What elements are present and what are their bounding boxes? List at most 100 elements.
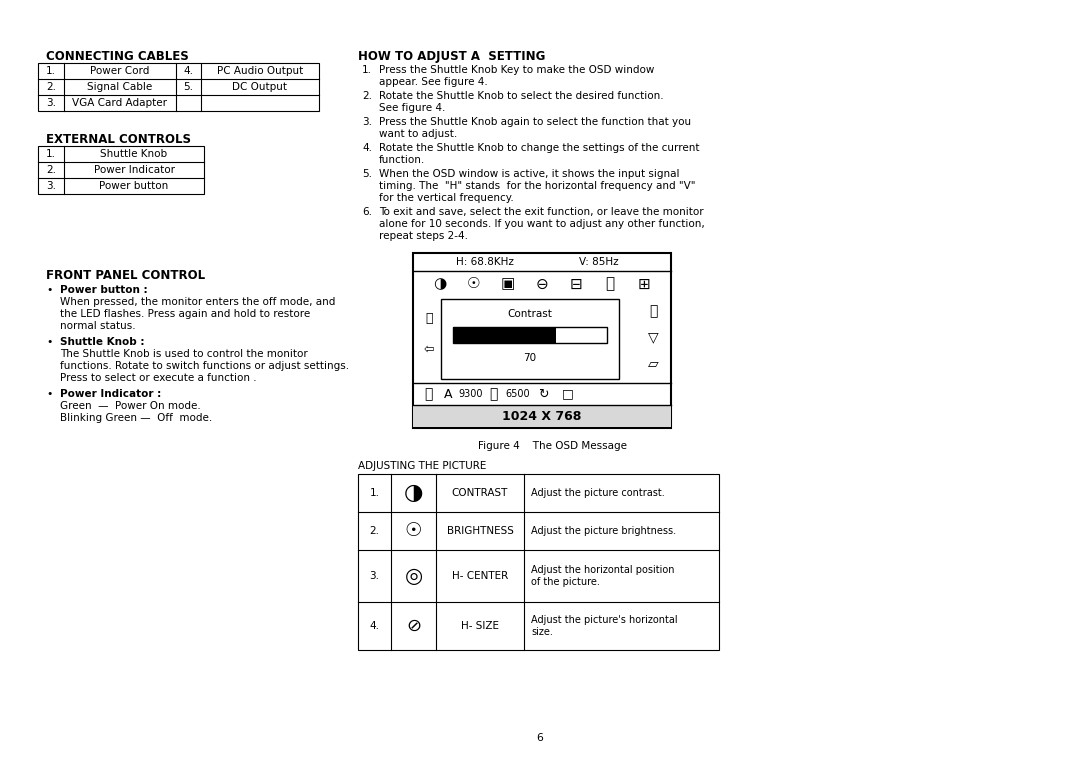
Text: 1024 X 768: 1024 X 768 xyxy=(502,410,582,423)
Text: H- CENTER: H- CENTER xyxy=(451,571,508,581)
Text: size.: size. xyxy=(531,627,553,637)
Text: •: • xyxy=(46,389,52,399)
Text: Press to select or execute a function .: Press to select or execute a function . xyxy=(60,373,257,383)
Text: To exit and save, select the exit function, or leave the monitor: To exit and save, select the exit functi… xyxy=(379,207,704,217)
Text: normal status.: normal status. xyxy=(60,321,136,331)
Text: •: • xyxy=(46,285,52,295)
Text: Rotate the Shuttle Knob to select the desired function.: Rotate the Shuttle Knob to select the de… xyxy=(379,91,663,101)
Text: ⧖: ⧖ xyxy=(649,304,658,318)
Text: 1.: 1. xyxy=(369,488,379,498)
Text: 9300: 9300 xyxy=(459,389,483,399)
Text: VGA Card Adapter: VGA Card Adapter xyxy=(72,98,167,108)
Text: ▽: ▽ xyxy=(648,330,659,344)
Text: 1.: 1. xyxy=(362,65,372,75)
Text: See figure 4.: See figure 4. xyxy=(379,103,445,113)
Text: 6500: 6500 xyxy=(505,389,530,399)
Text: Power Indicator :: Power Indicator : xyxy=(60,389,161,399)
Text: ⊖: ⊖ xyxy=(536,277,549,292)
Text: 2.: 2. xyxy=(362,91,372,101)
Text: 1.: 1. xyxy=(46,149,56,159)
Text: CONNECTING CABLES: CONNECTING CABLES xyxy=(46,50,189,63)
Text: for the vertical frequency.: for the vertical frequency. xyxy=(379,193,514,203)
Text: 3.: 3. xyxy=(46,98,56,108)
Text: Green  —  Power On mode.: Green — Power On mode. xyxy=(60,401,201,411)
Bar xyxy=(357,474,719,650)
Text: CONTRAST: CONTRAST xyxy=(451,488,509,498)
Text: BRIGHTNESS: BRIGHTNESS xyxy=(446,526,513,536)
Text: Power Cord: Power Cord xyxy=(91,66,150,76)
Bar xyxy=(413,253,671,428)
Text: 3.: 3. xyxy=(362,117,372,127)
Text: ☉: ☉ xyxy=(468,277,481,292)
Text: of the picture.: of the picture. xyxy=(531,577,599,587)
Text: Adjust the picture brightness.: Adjust the picture brightness. xyxy=(531,526,676,536)
Text: the LED flashes. Press again and hold to restore: the LED flashes. Press again and hold to… xyxy=(60,309,310,319)
Text: H- SIZE: H- SIZE xyxy=(461,621,499,631)
Text: When the OSD window is active, it shows the input signal: When the OSD window is active, it shows … xyxy=(379,169,679,179)
Text: DC Output: DC Output xyxy=(232,82,287,92)
Text: ◑: ◑ xyxy=(433,277,447,292)
Text: ⓔ: ⓔ xyxy=(426,312,433,325)
Text: Power Indicator: Power Indicator xyxy=(94,165,175,175)
Text: 70: 70 xyxy=(524,353,537,363)
Bar xyxy=(453,327,607,343)
Text: H: 68.8KHz: H: 68.8KHz xyxy=(457,257,514,267)
Text: ☉: ☉ xyxy=(405,521,422,540)
Text: ⇦: ⇦ xyxy=(423,343,434,356)
Text: alone for 10 seconds. If you want to adjust any other function,: alone for 10 seconds. If you want to adj… xyxy=(379,219,705,229)
Text: 2.: 2. xyxy=(46,165,56,175)
Text: 3.: 3. xyxy=(369,571,379,581)
Text: Power button: Power button xyxy=(99,181,168,191)
Text: ⛆: ⛆ xyxy=(489,387,497,401)
Text: Power button :: Power button : xyxy=(60,285,148,295)
Text: Rotate the Shuttle Knob to change the settings of the current: Rotate the Shuttle Knob to change the se… xyxy=(379,143,700,153)
Text: Shuttle Knob: Shuttle Knob xyxy=(100,149,167,159)
Text: ⊘: ⊘ xyxy=(406,617,421,635)
Text: ↻: ↻ xyxy=(538,388,549,401)
Text: V: 85Hz: V: 85Hz xyxy=(579,257,619,267)
Text: timing. The  "H" stands  for the horizontal frequency and "V": timing. The "H" stands for the horizonta… xyxy=(379,181,696,191)
Text: Figure 4    The OSD Message: Figure 4 The OSD Message xyxy=(477,441,626,451)
Text: FRONT PANEL CONTROL: FRONT PANEL CONTROL xyxy=(46,269,205,282)
Text: 4.: 4. xyxy=(369,621,379,631)
Text: •: • xyxy=(46,337,52,347)
Text: 2.: 2. xyxy=(369,526,379,536)
Text: ⍐: ⍐ xyxy=(606,277,615,292)
Text: appear. See figure 4.: appear. See figure 4. xyxy=(379,77,488,87)
Text: □: □ xyxy=(562,388,573,401)
Text: When pressed, the monitor enters the off mode, and: When pressed, the monitor enters the off… xyxy=(60,297,336,307)
Text: Contrast: Contrast xyxy=(508,309,553,319)
Text: 6.: 6. xyxy=(362,207,372,217)
Bar xyxy=(38,63,319,111)
Text: functions. Rotate to switch functions or adjust settings.: functions. Rotate to switch functions or… xyxy=(60,361,349,371)
Text: 2.: 2. xyxy=(46,82,56,92)
Text: ADJUSTING THE PICTURE: ADJUSTING THE PICTURE xyxy=(357,461,486,471)
Text: ⧃: ⧃ xyxy=(423,387,432,401)
Text: want to adjust.: want to adjust. xyxy=(379,129,457,139)
Text: Shuttle Knob :: Shuttle Knob : xyxy=(60,337,145,347)
Text: 5.: 5. xyxy=(362,169,372,179)
Bar xyxy=(453,327,556,343)
Text: EXTERNAL CONTROLS: EXTERNAL CONTROLS xyxy=(46,133,191,146)
Text: ⊞: ⊞ xyxy=(637,277,650,292)
Text: ▱: ▱ xyxy=(648,356,659,370)
Text: 6: 6 xyxy=(537,733,543,743)
Text: ◎: ◎ xyxy=(404,566,422,586)
Text: Adjust the picture contrast.: Adjust the picture contrast. xyxy=(531,488,665,498)
Text: 1.: 1. xyxy=(46,66,56,76)
Text: function.: function. xyxy=(379,155,426,165)
Text: ⊟: ⊟ xyxy=(569,277,582,292)
Text: HOW TO ADJUST A  SETTING: HOW TO ADJUST A SETTING xyxy=(357,50,545,63)
Bar xyxy=(413,405,671,427)
Text: 4.: 4. xyxy=(362,143,372,153)
Text: Adjust the picture's horizontal: Adjust the picture's horizontal xyxy=(531,615,677,625)
Text: Signal Cable: Signal Cable xyxy=(87,82,152,92)
Text: Adjust the horizontal position: Adjust the horizontal position xyxy=(531,565,675,575)
Text: Press the Shuttle Knob again to select the function that you: Press the Shuttle Knob again to select t… xyxy=(379,117,691,127)
Text: Press the Shuttle Knob Key to make the OSD window: Press the Shuttle Knob Key to make the O… xyxy=(379,65,654,75)
Text: A: A xyxy=(444,388,453,401)
Bar xyxy=(38,146,204,194)
Text: 4.: 4. xyxy=(184,66,193,76)
Text: 3.: 3. xyxy=(46,181,56,191)
Text: ◑: ◑ xyxy=(404,483,423,503)
